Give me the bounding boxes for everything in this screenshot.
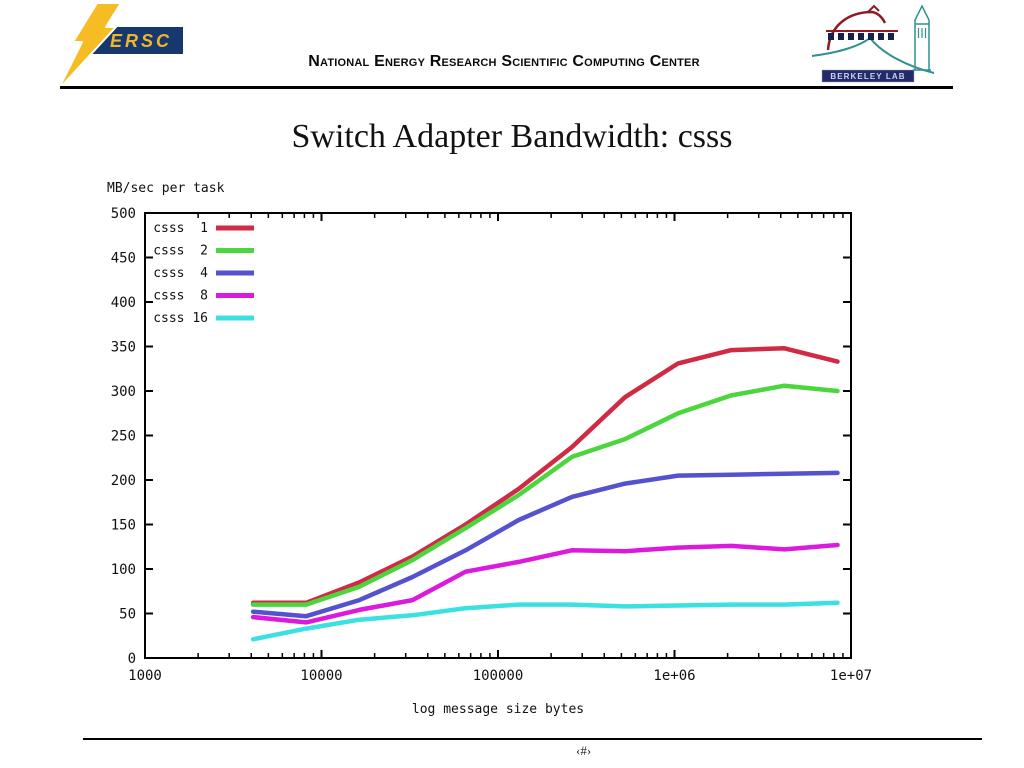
berkeley-lab-logo: BERKELEY LAB	[811, 4, 935, 83]
x-axis-label: log message size bytes	[412, 702, 584, 717]
berkeley-badge-text: BERKELEY LAB	[830, 72, 905, 81]
legend-item-csss-1: csss 1	[153, 221, 254, 236]
x-tick-label: 100000	[473, 668, 524, 684]
y-tick-label: 350	[111, 340, 136, 356]
legend-label: csss 1	[153, 221, 208, 236]
x-tick-label: 10000	[300, 668, 342, 684]
x-tick-label: 1e+06	[653, 668, 695, 684]
plot-border	[144, 212, 852, 659]
series-line-csss-2	[250, 383, 840, 607]
legend-item-csss-2: csss 2	[153, 244, 254, 259]
y-tick-label: 100	[111, 562, 136, 578]
legend-label: csss 4	[153, 266, 208, 281]
nersc-logo-text: ERSC	[110, 31, 172, 51]
header-org-name: National Energy Research Scientific Comp…	[308, 53, 700, 70]
series-line-csss-1	[250, 346, 840, 606]
berkeley-badge	[821, 69, 915, 83]
y-tick-label: 500	[111, 206, 136, 222]
legend-label: csss 2	[153, 244, 208, 259]
y-axis: 0 50 100 150 200 250 300 350 400 450 500	[111, 206, 851, 667]
x-tick-label: 1000	[128, 668, 162, 684]
slide-number-placeholder: ‹#›	[576, 743, 592, 758]
y-tick-label: 250	[111, 429, 136, 445]
y-tick-label: 300	[111, 384, 136, 400]
berkeley-campanile-icon	[913, 4, 931, 71]
berkeley-dome-flag-icon	[867, 4, 880, 13]
y-tick-label: 200	[111, 473, 136, 489]
series-line-csss-4	[250, 470, 840, 619]
legend-item-csss-8: csss 8	[153, 289, 254, 304]
legend-label: csss 8	[153, 289, 208, 304]
y-tick-label: 400	[111, 295, 136, 311]
x-axis: 1000 10000 100000 1e+06 1e+07	[128, 213, 872, 684]
slide-title: Switch Adapter Bandwidth: csss	[291, 118, 733, 155]
nersc-logo: ERSC	[57, 2, 183, 91]
legend-item-csss-4: csss 4	[153, 266, 254, 281]
y-tick-label: 0	[128, 651, 136, 667]
footer-rule	[83, 738, 982, 740]
series-lines	[250, 346, 840, 642]
header-rule	[60, 86, 953, 89]
chart-legend: csss 1 csss 2 csss 4 csss 8 csss 16	[153, 221, 254, 326]
series-line-csss-16	[250, 600, 840, 642]
y-tick-label: 50	[119, 607, 136, 623]
y-tick-label: 450	[111, 251, 136, 267]
series-line-csss-8	[250, 542, 840, 625]
legend-item-csss-16: csss 16	[153, 311, 254, 326]
berkeley-dome-windows-icon	[828, 33, 894, 40]
lightning-bolt-icon	[57, 2, 122, 91]
x-tick-label: 1e+07	[830, 668, 872, 684]
y-tick-label: 150	[111, 518, 136, 534]
legend-label: csss 16	[153, 311, 208, 326]
y-axis-title: MB/sec per task	[107, 181, 225, 196]
